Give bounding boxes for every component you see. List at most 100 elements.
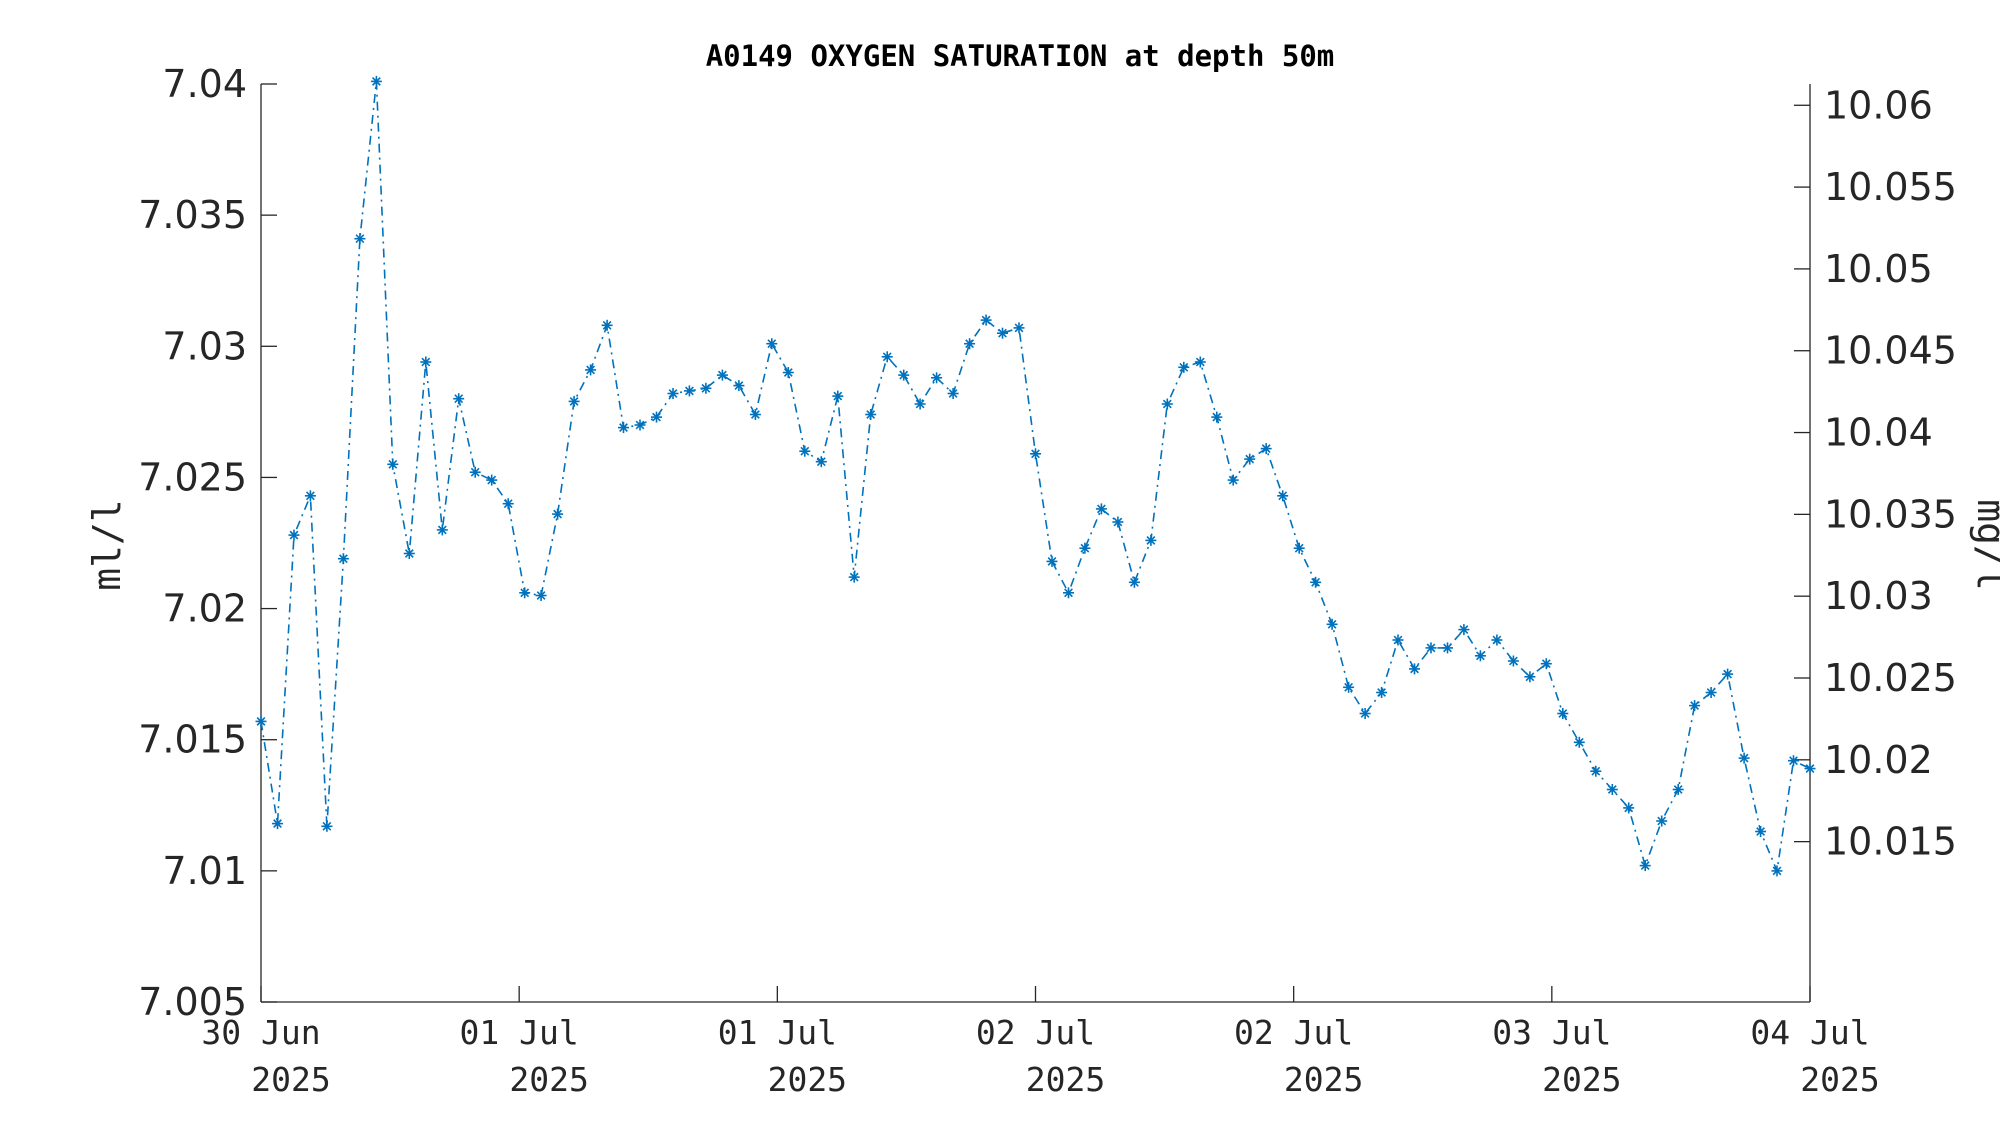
data-point xyxy=(1161,398,1173,410)
marker-stroke xyxy=(981,315,991,325)
marker-stroke xyxy=(437,525,447,535)
marker-stroke xyxy=(849,572,859,582)
data-point xyxy=(947,388,959,399)
marker-stroke xyxy=(750,410,760,419)
marker-stroke xyxy=(338,554,348,564)
data-point xyxy=(1656,815,1668,827)
y-tick-label-left: 7.03 xyxy=(162,324,247,368)
data-point xyxy=(1013,322,1025,334)
data-point xyxy=(1590,765,1602,777)
marker-stroke xyxy=(322,821,332,831)
data-point xyxy=(1606,784,1618,795)
marker-stroke xyxy=(421,357,431,367)
data-point xyxy=(304,490,316,502)
y-tick-label-right: 10.045 xyxy=(1824,329,1957,373)
marker-stroke xyxy=(816,457,826,467)
marker-stroke xyxy=(1245,454,1255,464)
data-point xyxy=(1063,587,1074,599)
marker-stroke xyxy=(1492,635,1502,645)
data-point xyxy=(1442,642,1453,654)
x-tick-label-date: 01 Jul xyxy=(718,1013,837,1052)
data-point xyxy=(749,409,761,420)
marker-stroke xyxy=(635,420,645,430)
data-point xyxy=(272,818,283,830)
data-point xyxy=(1804,763,1816,775)
data-point xyxy=(618,422,629,434)
marker-stroke xyxy=(965,339,975,349)
data-point xyxy=(700,382,712,394)
marker-stroke xyxy=(1657,816,1667,826)
y-tick-label-left: 7.01 xyxy=(162,849,247,893)
data-point xyxy=(1474,650,1486,662)
marker-stroke xyxy=(1640,861,1650,871)
marker-stroke xyxy=(701,383,711,393)
data-point xyxy=(1722,668,1734,680)
y-tick-label-right: 10.035 xyxy=(1824,492,1957,536)
data-point xyxy=(1425,642,1437,654)
x-tick-label-year: 2025 xyxy=(1542,1060,1621,1099)
y-tick-label-right: 10.055 xyxy=(1824,165,1957,209)
marker-stroke xyxy=(1426,643,1436,653)
marker-stroke xyxy=(1047,556,1057,566)
y-tick-label-left: 7.005 xyxy=(138,980,247,1024)
data-point xyxy=(1458,624,1470,636)
data-point xyxy=(568,395,580,407)
marker-stroke xyxy=(503,499,513,509)
data-point xyxy=(354,233,366,245)
data-point xyxy=(782,367,794,378)
x-tick-label-year: 2025 xyxy=(509,1060,588,1099)
x-tick-label-date: 02 Jul xyxy=(976,1013,1095,1052)
chart-title: A0149 OXYGEN SATURATION at depth 50m xyxy=(706,39,1335,73)
marker-stroke xyxy=(1789,756,1798,766)
series-line xyxy=(260,81,1811,874)
data-point xyxy=(403,548,415,559)
marker-stroke xyxy=(1690,701,1700,711)
data-point xyxy=(1079,542,1091,554)
marker-stroke xyxy=(1541,659,1551,669)
data-point xyxy=(1788,755,1799,767)
x-tick-label-date: 01 Jul xyxy=(460,1013,579,1052)
marker-stroke xyxy=(899,370,909,380)
data-point xyxy=(651,411,662,423)
marker-stroke xyxy=(1459,625,1469,635)
data-point xyxy=(1507,655,1519,667)
data-point xyxy=(1293,542,1305,554)
y-tick-label-right: 10.05 xyxy=(1824,247,1933,291)
marker-stroke xyxy=(668,389,678,398)
marker-stroke xyxy=(1327,619,1337,629)
data-point xyxy=(519,587,531,599)
data-point xyxy=(1095,503,1107,515)
data-point xyxy=(1046,555,1058,567)
data-point xyxy=(288,529,300,541)
data-point xyxy=(420,356,432,368)
marker-stroke xyxy=(1706,688,1716,697)
marker-stroke xyxy=(783,368,793,377)
marker-stroke xyxy=(717,370,727,380)
data-point xyxy=(1128,576,1140,588)
data-point xyxy=(733,380,745,392)
marker-stroke xyxy=(553,509,563,519)
marker-stroke xyxy=(684,386,694,396)
data-point xyxy=(387,458,399,470)
data-point xyxy=(469,466,481,478)
data-point xyxy=(1194,356,1206,368)
marker-stroke xyxy=(569,396,579,406)
x-axis-ticks: 30 Jun 2025 01 Jul 2025 01 Jul 2025 02 Jul 2025… xyxy=(201,986,1880,1099)
marker-stroke xyxy=(1311,577,1321,587)
marker-stroke xyxy=(1162,399,1172,409)
data-point xyxy=(1755,826,1767,837)
data-point xyxy=(815,456,827,468)
data-point xyxy=(1705,687,1717,698)
y-tick-label-left: 7.025 xyxy=(138,455,247,499)
x-tick-label-year: 2025 xyxy=(1800,1060,1879,1099)
marker-stroke xyxy=(1475,651,1485,661)
data-point xyxy=(1178,361,1190,373)
marker-stroke xyxy=(1739,753,1749,763)
data-point xyxy=(832,390,844,402)
data-point xyxy=(502,498,514,510)
data-point xyxy=(667,388,679,399)
y-tick-label-left: 7.035 xyxy=(138,193,247,237)
marker-stroke xyxy=(1525,672,1535,682)
marker-stroke xyxy=(1624,803,1634,813)
